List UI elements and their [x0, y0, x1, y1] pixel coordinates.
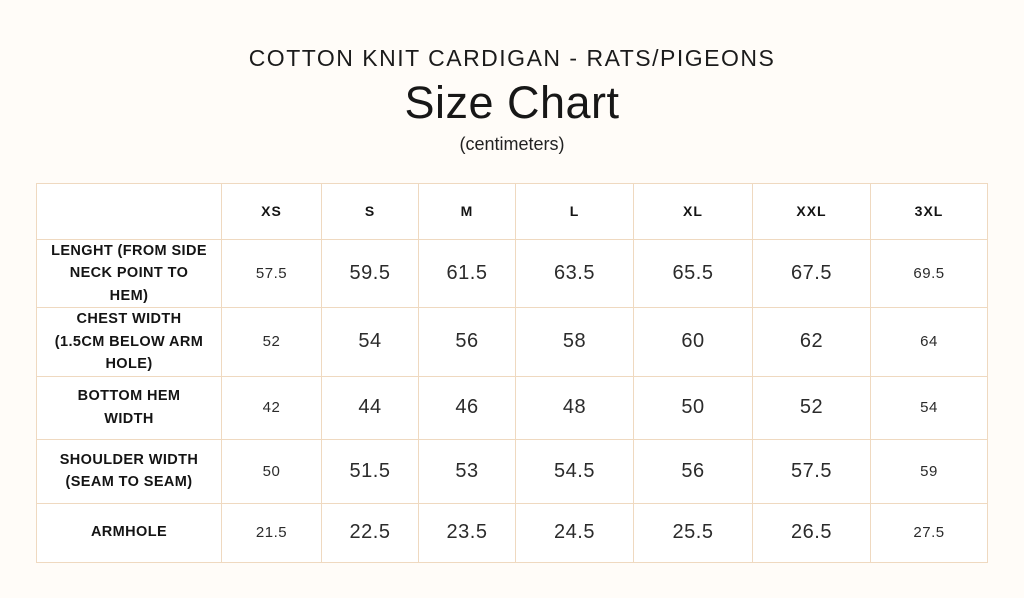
cell-bottom-hem-xxl: 52 — [752, 375, 871, 440]
row-label-armhole: ARMHOLE — [36, 502, 222, 563]
row-label-chest: CHEST WIDTH (1.5CM BELOW ARM HOLE) — [36, 307, 222, 377]
row-label-length: LENGHT (FROM SIDE NECK POINT TO HEM) — [36, 238, 222, 309]
cell-chest-xs: 52 — [221, 307, 322, 377]
column-header-3xl: 3XL — [870, 182, 988, 240]
cell-chest-xl: 60 — [633, 307, 753, 377]
cell-bottom-hem-xs: 42 — [221, 375, 322, 440]
corner-cell — [36, 182, 222, 240]
table-row-chest: CHEST WIDTH (1.5CM BELOW ARM HOLE) 52 54… — [36, 307, 988, 377]
cell-chest-l: 58 — [515, 307, 634, 377]
cell-length-m: 61.5 — [418, 238, 516, 309]
cell-armhole-s: 22.5 — [321, 502, 419, 563]
cell-chest-s: 54 — [321, 307, 419, 377]
row-label-bottom-hem: BOTTOM HEM WIDTH — [36, 375, 222, 440]
cell-armhole-xl: 25.5 — [633, 502, 753, 563]
row-label-shoulder: SHOULDER WIDTH (SEAM TO SEAM) — [36, 438, 222, 504]
column-header-xs: XS — [221, 182, 322, 240]
table-row-bottom-hem: BOTTOM HEM WIDTH 42 44 46 48 50 52 54 — [36, 375, 988, 440]
cell-shoulder-s: 51.5 — [321, 438, 419, 504]
cell-length-xxl: 67.5 — [752, 238, 871, 309]
cell-length-xs: 57.5 — [221, 238, 322, 309]
cell-armhole-3xl: 27.5 — [870, 502, 988, 563]
cell-bottom-hem-s: 44 — [321, 375, 419, 440]
cell-shoulder-l: 54.5 — [515, 438, 634, 504]
page-header: COTTON KNIT CARDIGAN - RATS/PIGEONS Size… — [0, 0, 1024, 155]
page-title: Size Chart — [404, 76, 620, 128]
column-header-m: M — [418, 182, 516, 240]
cell-bottom-hem-xl: 50 — [633, 375, 753, 440]
cell-length-xl: 65.5 — [633, 238, 753, 309]
cell-chest-m: 56 — [418, 307, 516, 377]
cell-armhole-xs: 21.5 — [221, 502, 322, 563]
cell-shoulder-xxl: 57.5 — [752, 438, 871, 504]
cell-length-3xl: 69.5 — [870, 238, 988, 309]
table-row-length: LENGHT (FROM SIDE NECK POINT TO HEM) 57.… — [36, 238, 988, 309]
cell-shoulder-xl: 56 — [633, 438, 753, 504]
cell-armhole-xxl: 26.5 — [752, 502, 871, 563]
cell-shoulder-m: 53 — [418, 438, 516, 504]
cell-armhole-m: 23.5 — [418, 502, 516, 563]
cell-chest-3xl: 64 — [870, 307, 988, 377]
cell-shoulder-xs: 50 — [221, 438, 322, 504]
unit-subtitle: (centimeters) — [459, 133, 565, 154]
column-header-xxl: XXL — [752, 182, 871, 240]
cell-armhole-l: 24.5 — [515, 502, 634, 563]
cell-length-s: 59.5 — [321, 238, 419, 309]
column-header-s: S — [321, 182, 419, 240]
column-header-l: L — [515, 182, 634, 240]
cell-shoulder-3xl: 59 — [870, 438, 988, 504]
cell-bottom-hem-l: 48 — [515, 375, 634, 440]
product-title: COTTON KNIT CARDIGAN - RATS/PIGEONS — [248, 45, 776, 71]
cell-bottom-hem-m: 46 — [418, 375, 516, 440]
cell-length-l: 63.5 — [515, 238, 634, 309]
table-row-shoulder: SHOULDER WIDTH (SEAM TO SEAM) 50 51.5 53… — [36, 438, 988, 504]
size-chart-table: XS S M L XL XXL 3XL LENGHT (FROM SIDE NE… — [36, 182, 988, 563]
cell-chest-xxl: 62 — [752, 307, 871, 377]
table-row-armhole: ARMHOLE 21.5 22.5 23.5 24.5 25.5 26.5 27… — [36, 502, 988, 563]
column-header-xl: XL — [633, 182, 753, 240]
cell-bottom-hem-3xl: 54 — [870, 375, 988, 440]
table-header-row: XS S M L XL XXL 3XL — [36, 182, 988, 240]
